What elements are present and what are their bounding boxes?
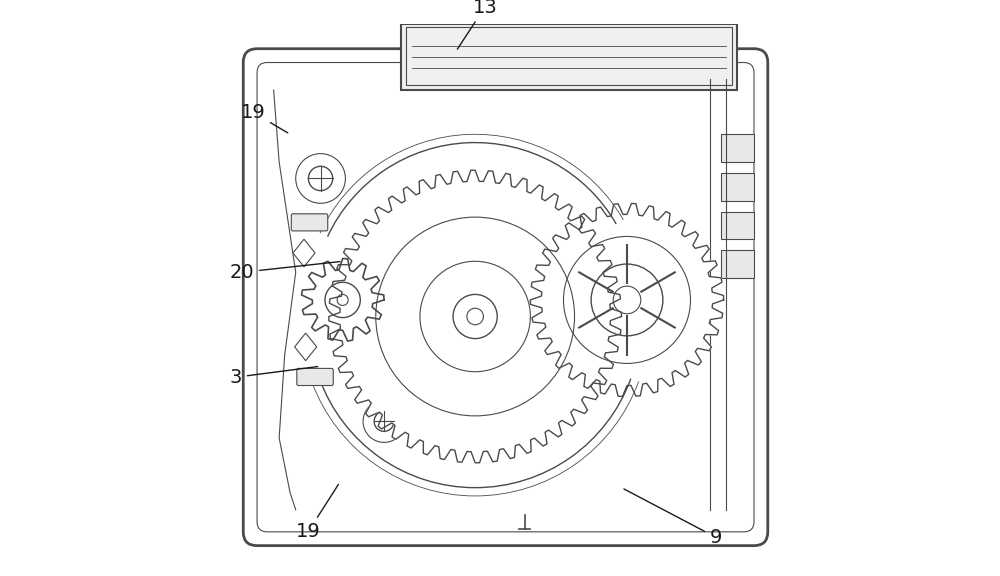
Polygon shape [530,203,724,396]
Bar [721,134,754,162]
Bar [721,173,754,200]
FancyBboxPatch shape [291,214,328,231]
Polygon shape [302,259,384,341]
Text: 20: 20 [229,262,340,282]
Text: 9: 9 [624,489,722,547]
Polygon shape [293,239,315,267]
Text: 3: 3 [229,366,318,386]
FancyBboxPatch shape [297,369,333,385]
Bar [401,24,737,90]
Bar [406,26,732,85]
FancyBboxPatch shape [243,49,768,545]
Text: 19: 19 [240,103,288,133]
Text: 13: 13 [457,0,497,49]
Bar [721,211,754,239]
Polygon shape [295,333,317,361]
Text: 19: 19 [296,484,338,541]
Bar [721,250,754,278]
Polygon shape [329,170,621,463]
